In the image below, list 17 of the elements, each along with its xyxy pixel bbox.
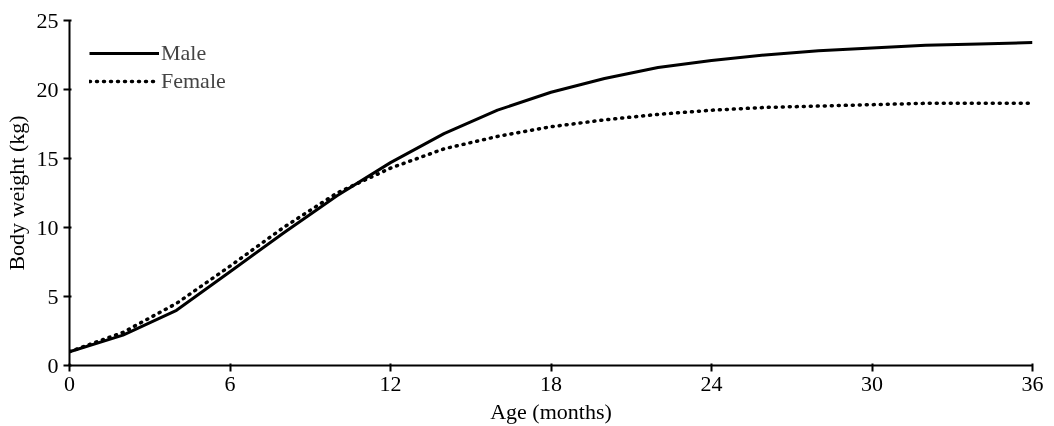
y-tick-label: 20 — [36, 76, 59, 102]
x-tick-label: 12 — [379, 370, 402, 396]
x-tick-label: 6 — [224, 370, 236, 396]
x-tick-label: 36 — [1021, 370, 1044, 396]
y-tick-label: 25 — [36, 7, 59, 33]
legend-label: Male — [161, 40, 207, 66]
y-tick-label: 10 — [36, 214, 59, 240]
y-tick-label: 0 — [47, 352, 59, 378]
x-axis-title: Age (months) — [490, 398, 612, 424]
x-tick-label: 24 — [700, 370, 723, 396]
x-tick-label: 0 — [64, 370, 75, 396]
x-tick-label: 18 — [540, 370, 562, 396]
y-tick-label: 15 — [36, 145, 59, 171]
legend-label: Female — [161, 68, 226, 94]
y-tick-label: 5 — [47, 283, 59, 309]
x-tick-label: 30 — [861, 370, 883, 396]
y-axis-title: Body weight (kg) — [3, 115, 29, 271]
